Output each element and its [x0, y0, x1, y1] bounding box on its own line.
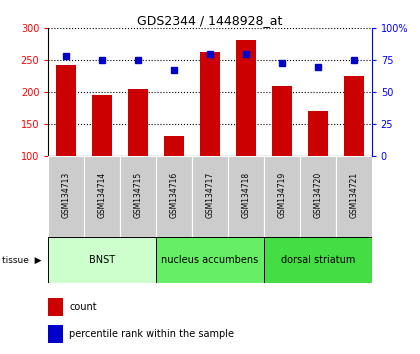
Bar	[120, 156, 156, 237]
Text: GSM134719: GSM134719	[277, 172, 286, 218]
Bar	[48, 298, 63, 316]
Bar	[264, 156, 300, 237]
Text: GSM134721: GSM134721	[349, 172, 358, 218]
Bar	[200, 52, 220, 156]
Text: percentile rank within the sample: percentile rank within the sample	[69, 329, 234, 339]
Text: dorsal striatum: dorsal striatum	[281, 255, 355, 265]
Bar	[344, 76, 364, 156]
Bar	[308, 111, 328, 156]
Text: nucleus accumbens: nucleus accumbens	[161, 255, 259, 265]
Text: GSM134720: GSM134720	[313, 172, 322, 218]
Title: GDS2344 / 1448928_at: GDS2344 / 1448928_at	[137, 14, 283, 27]
Bar	[336, 156, 372, 237]
Bar	[192, 156, 228, 237]
Text: GSM134716: GSM134716	[170, 172, 178, 218]
Bar	[84, 156, 120, 237]
Text: BNST: BNST	[89, 255, 115, 265]
Bar	[228, 156, 264, 237]
Bar	[156, 237, 264, 283]
Bar	[236, 40, 256, 156]
Bar	[48, 325, 63, 343]
Text: GSM134714: GSM134714	[98, 172, 107, 218]
Text: tissue  ▶: tissue ▶	[2, 256, 42, 265]
Text: GSM134718: GSM134718	[241, 172, 250, 218]
Bar	[164, 136, 184, 156]
Text: GSM134717: GSM134717	[205, 172, 215, 218]
Bar	[156, 156, 192, 237]
Bar	[128, 90, 148, 156]
Bar	[48, 237, 156, 283]
Bar	[272, 86, 292, 156]
Bar	[300, 156, 336, 237]
Bar	[92, 95, 112, 156]
Bar	[48, 156, 84, 237]
Text: GSM134713: GSM134713	[62, 172, 71, 218]
Bar	[56, 65, 76, 156]
Bar	[264, 237, 372, 283]
Text: GSM134715: GSM134715	[134, 172, 143, 218]
Text: count: count	[69, 302, 97, 312]
